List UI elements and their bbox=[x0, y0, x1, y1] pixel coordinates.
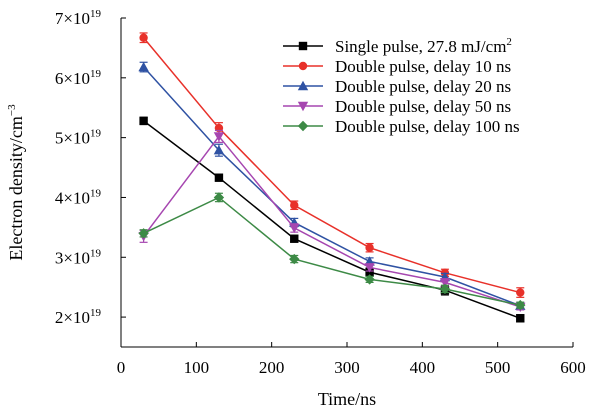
x-tick-label: 600 bbox=[560, 358, 586, 377]
y-tick-label: 5×1019 bbox=[55, 128, 102, 148]
legend-label-exponent: 2 bbox=[506, 36, 512, 48]
series-line bbox=[143, 120, 521, 319]
x-tick-label: 500 bbox=[485, 358, 511, 377]
y-tick-exponent: 19 bbox=[90, 187, 102, 199]
data-point bbox=[515, 299, 526, 311]
data-point bbox=[289, 223, 300, 234]
y-tick-exponent: 19 bbox=[90, 128, 102, 140]
y-tick-label: 7×1019 bbox=[55, 8, 102, 28]
y-tick-label: 2×1019 bbox=[55, 307, 102, 327]
legend-label: Single pulse, 27.8 mJ/cm2 bbox=[335, 36, 512, 56]
legend-label: Double pulse, delay 100 ns bbox=[335, 117, 520, 136]
legend-label: Double pulse, delay 20 ns bbox=[335, 77, 511, 96]
legend-marker bbox=[297, 120, 309, 132]
data-point bbox=[138, 61, 149, 72]
y-axis-title: Electron density/cm−3 bbox=[6, 104, 26, 261]
series-line bbox=[143, 196, 521, 306]
data-point bbox=[213, 192, 225, 203]
series-line bbox=[143, 37, 521, 294]
data-point bbox=[364, 274, 375, 285]
legend-item: Double pulse, delay 50 ns bbox=[283, 97, 511, 116]
data-point bbox=[516, 314, 525, 323]
series-line bbox=[143, 135, 521, 308]
data-point bbox=[213, 144, 225, 155]
data-point bbox=[289, 253, 300, 265]
legend-label: Double pulse, delay 10 ns bbox=[335, 57, 511, 76]
y-tick-exponent: 19 bbox=[90, 247, 102, 259]
y-tick-exponent: 19 bbox=[90, 307, 102, 319]
data-point bbox=[290, 234, 299, 243]
legend-item: Double pulse, delay 20 ns bbox=[283, 77, 511, 96]
data-point bbox=[516, 288, 525, 297]
data-point bbox=[139, 33, 148, 42]
legend-item: Double pulse, delay 100 ns bbox=[283, 117, 520, 136]
data-point bbox=[214, 173, 224, 182]
x-tick-label: 400 bbox=[410, 358, 436, 377]
x-tick-label: 300 bbox=[334, 358, 360, 377]
data-point bbox=[138, 228, 149, 239]
x-tick-label: 200 bbox=[259, 358, 285, 377]
legend-marker bbox=[298, 41, 308, 51]
legend-marker bbox=[298, 61, 308, 71]
data-point bbox=[364, 263, 375, 273]
legend-marker bbox=[297, 80, 309, 91]
legend-marker bbox=[297, 101, 309, 112]
y-tick-label: 6×1019 bbox=[55, 68, 102, 88]
series-1 bbox=[139, 116, 525, 323]
series-line bbox=[143, 66, 521, 307]
y-tick-exponent: 19 bbox=[90, 8, 102, 20]
x-axis-title: Time/ns bbox=[318, 389, 376, 409]
y-tick-exponent: 19 bbox=[90, 68, 102, 80]
data-point bbox=[439, 278, 451, 288]
axes: 0 100 200 300 400 500 600 2×1019 3×1019 4×1019 5×1… bbox=[55, 8, 586, 377]
data-point bbox=[439, 283, 451, 295]
x-tick-label: 0 bbox=[117, 358, 126, 377]
legend-label: Double pulse, delay 50 ns bbox=[335, 97, 511, 116]
legend-item: Single pulse, 27.8 mJ/cm2 bbox=[283, 36, 512, 56]
y-tick-label: 4×1019 bbox=[55, 187, 102, 207]
data-point bbox=[139, 116, 148, 126]
legend-item: Double pulse, delay 10 ns bbox=[283, 57, 511, 76]
data-point bbox=[213, 132, 225, 142]
y-axis-title-exponent: −3 bbox=[6, 104, 18, 116]
series-5 bbox=[138, 192, 526, 311]
series-layer bbox=[138, 32, 526, 323]
data-point bbox=[290, 201, 299, 210]
x-tick-label: 100 bbox=[184, 358, 210, 377]
data-point bbox=[365, 243, 374, 252]
y-tick-label: 3×1019 bbox=[55, 247, 102, 267]
